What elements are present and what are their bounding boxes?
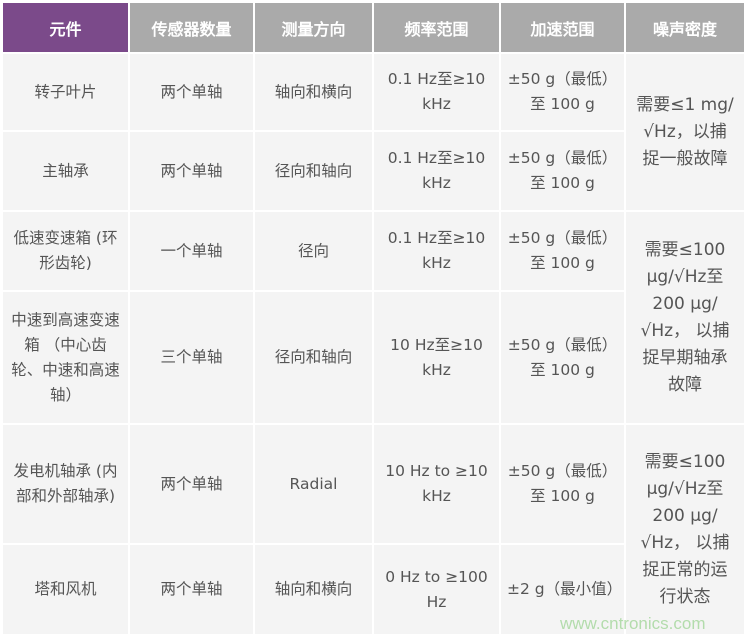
cell-count: 三个单轴 — [130, 292, 253, 423]
cell-direction: 径向 — [255, 212, 372, 290]
cell-component: 塔和风机 — [3, 545, 128, 634]
table-row: 中速到高速变速箱 （中心齿轮、中速和高速轴） 三个单轴 径向和轴向 10 Hz至… — [3, 292, 744, 423]
cell-frequency: 0 Hz to ≥100 Hz — [374, 545, 499, 634]
cell-acceleration: ±50 g（最低）至 100 g — [501, 212, 624, 290]
cell-frequency: 10 Hz to ≥10 kHz — [374, 425, 499, 543]
table-row: 塔和风机 两个单轴 轴向和横向 0 Hz to ≥100 Hz ±2 g（最小值… — [3, 545, 744, 634]
cell-frequency: 0.1 Hz至≥10 kHz — [374, 54, 499, 130]
cell-component: 主轴承 — [3, 132, 128, 210]
table-row: 低速变速箱 (环形齿轮) 一个单轴 径向 0.1 Hz至≥10 kHz ±50 … — [3, 212, 744, 423]
header-direction: 测量方向 — [255, 3, 372, 52]
cell-noise: 需要≤100 μg/√Hz至200 μg/√Hz， 以捕捉早期轴承故障 — [626, 212, 744, 423]
header-component: 元件 — [3, 3, 128, 52]
cell-count: 一个单轴 — [130, 212, 253, 290]
cell-count: 两个单轴 — [130, 132, 253, 210]
cell-component: 转子叶片 — [3, 54, 128, 130]
cell-acceleration: ±50 g（最低）至 100 g — [501, 425, 624, 543]
cell-component: 中速到高速变速箱 （中心齿轮、中速和高速轴） — [3, 292, 128, 423]
cell-frequency: 0.1 Hz至≥10 kHz — [374, 132, 499, 210]
cell-direction: Radial — [255, 425, 372, 543]
table-row: 转子叶片 两个单轴 轴向和横向 0.1 Hz至≥10 kHz ±50 g（最低）… — [3, 54, 744, 210]
watermark: www.cntronics.com — [560, 614, 706, 633]
header-noise: 噪声密度 — [626, 3, 744, 52]
cell-frequency: 10 Hz至≥10 kHz — [374, 292, 499, 423]
cell-direction: 径向和轴向 — [255, 292, 372, 423]
cell-count: 两个单轴 — [130, 545, 253, 634]
cell-count: 两个单轴 — [130, 54, 253, 130]
cell-acceleration: ±50 g（最低）至 100 g — [501, 292, 624, 423]
cell-direction: 轴向和横向 — [255, 545, 372, 634]
header-frequency: 频率范围 — [374, 3, 499, 52]
cell-component: 发电机轴承 (内部和外部轴承) — [3, 425, 128, 543]
cell-acceleration: ±50 g（最低）至 100 g — [501, 54, 624, 130]
header-acceleration: 加速范围 — [501, 3, 624, 52]
cell-count: 两个单轴 — [130, 425, 253, 543]
table-row: 发电机轴承 (内部和外部轴承) 两个单轴 Radial 10 Hz to ≥10… — [3, 425, 744, 634]
cell-noise: 需要≤100 μg/√Hz至200 μg/√Hz， 以捕捉正常的运行状态 — [626, 425, 744, 634]
cell-frequency: 0.1 Hz至≥10 kHz — [374, 212, 499, 290]
cell-acceleration: ±50 g（最低）至 100 g — [501, 132, 624, 210]
cell-acceleration: ±2 g（最小值） — [501, 545, 624, 634]
table-row: 主轴承 两个单轴 径向和轴向 0.1 Hz至≥10 kHz ±50 g（最低）至… — [3, 132, 744, 210]
header-sensor-count: 传感器数量 — [130, 3, 253, 52]
cell-noise: 需要≤1 mg/√Hz，以捕捉一般故障 — [626, 54, 744, 210]
cell-direction: 轴向和横向 — [255, 54, 372, 130]
cell-component: 低速变速箱 (环形齿轮) — [3, 212, 128, 290]
header-row: 元件 传感器数量 测量方向 频率范围 加速范围 噪声密度 — [3, 3, 744, 52]
cell-direction: 径向和轴向 — [255, 132, 372, 210]
